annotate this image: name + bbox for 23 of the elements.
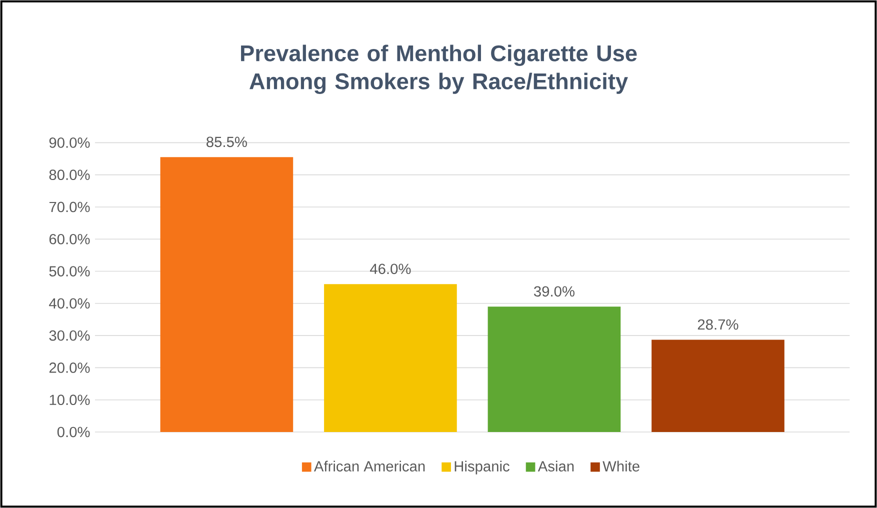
data-label: 39.0% bbox=[534, 286, 574, 297]
data-label: 46.0% bbox=[370, 264, 411, 274]
y-tick-label: 10.0% bbox=[50, 394, 90, 406]
y-tick-label: 60.0% bbox=[49, 234, 90, 244]
y-tick-label: 20.0% bbox=[49, 362, 90, 373]
bar bbox=[488, 306, 621, 432]
legend-label: Asian bbox=[538, 460, 574, 472]
y-tick-label: 40.0% bbox=[49, 298, 90, 309]
y-tick-label: 0.0% bbox=[57, 426, 90, 438]
data-label: 85.5% bbox=[206, 136, 247, 148]
y-tick-label: 70.0% bbox=[49, 202, 90, 212]
bar bbox=[652, 340, 784, 432]
legend-label: African American bbox=[314, 460, 425, 472]
bar bbox=[324, 284, 457, 432]
y-tick-label: 30.0% bbox=[49, 330, 90, 341]
y-tick-label: 90.0% bbox=[49, 137, 90, 148]
chart-title: Prevalence of Menthol Cigarette Use Among Smokers by Race/Ethnicity bbox=[241, 44, 637, 94]
bar bbox=[160, 157, 294, 432]
legend-label: Hispanic bbox=[454, 460, 510, 474]
data-label: 28.7% bbox=[698, 319, 738, 330]
y-tick-label: 80.0% bbox=[49, 170, 90, 180]
y-tick-label: 50.0% bbox=[49, 266, 90, 276]
legend-label: White bbox=[602, 460, 640, 472]
